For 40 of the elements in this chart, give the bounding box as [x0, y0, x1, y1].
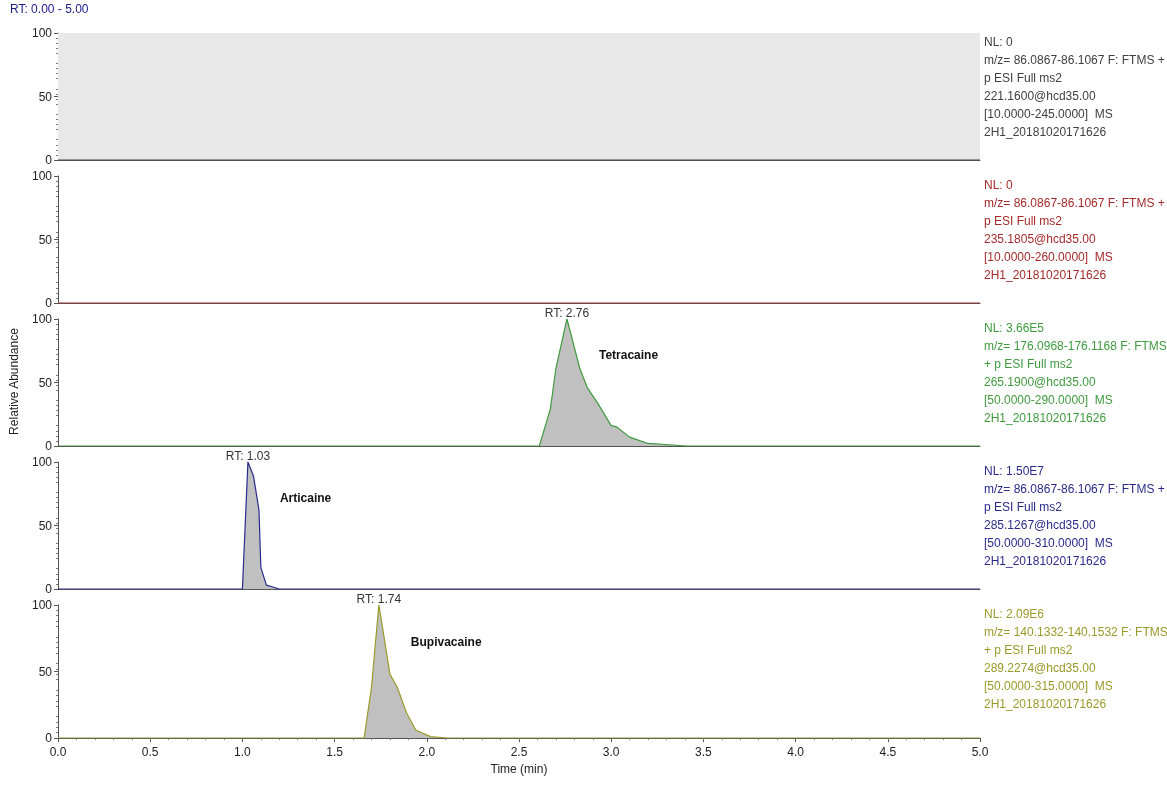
y-tick-label: 50: [38, 375, 53, 390]
x-tick-label: 1.5: [326, 745, 344, 759]
x-tick-label: 3.5: [695, 745, 713, 759]
annotation: Bupivacaine: [410, 635, 482, 650]
y-tick-label: 50: [38, 518, 53, 533]
text: NL: 0 m/z= 86.0867-86.1067 F: FTMS + p ESI Full ms2 235.1805@hcd35.00 [10.0000-260.0000] MS 2H1_20181020171626: [984, 178, 1165, 282]
text: NL: 3.66E5 m/z= 176.0968-176.1168 F: FTMS + p ESI Full ms2 265.1900@hcd35.00 [50.0000-290.0000] MS 2H1_20181020171626: [984, 321, 1167, 425]
y-tick-label: 100: [31, 455, 53, 469]
x-tick-label: 2.0: [418, 745, 436, 759]
text: NL: 0 m/z= 86.0867-86.1067 F: FTMS + p ESI Full ms2 221.1600@hcd35.00 [10.0000-245.0000] MS 2H1_20181020171626: [984, 35, 1165, 139]
y-tick-label: 50: [38, 89, 53, 104]
annotation: RT: 1.03: [225, 449, 271, 463]
x-tick-label: 4.0: [787, 745, 805, 759]
y-tick-label: 0: [45, 439, 53, 453]
y-tick-label: 100: [31, 598, 53, 612]
chart-title: RT: 0.00 - 5.00: [10, 2, 89, 16]
annotation: RT: 1.74: [356, 592, 402, 606]
y-tick-label: 100: [31, 26, 53, 40]
x-tick-label: 1.0: [234, 745, 252, 759]
x-tick-label: 5.0: [971, 745, 989, 759]
y-tick-label: 0: [45, 296, 53, 310]
y-tick-label: 0: [45, 731, 53, 745]
x-tick-label: 0.5: [141, 745, 159, 759]
y-tick-label: 50: [38, 232, 53, 247]
x-tick-label: 0.0: [49, 745, 67, 759]
annotation: Articaine: [279, 490, 332, 505]
y-tick-label: 0: [45, 582, 53, 596]
x-tick-label: 4.5: [879, 745, 897, 759]
y-tick-label: 100: [31, 312, 53, 326]
text: NL: 2.09E6 m/z= 140.1332-140.1532 F: FTMS + p ESI Full ms2 289.2274@hcd35.00 [50.0000-315.0000] MS 2H1_20181020171626: [984, 607, 1167, 711]
x-tick-label: 3.0: [602, 745, 620, 759]
y-tick-label: 0: [45, 153, 53, 167]
y-axis-title: Relative Abundance: [7, 327, 21, 435]
x-axis-title: Time (min): [490, 761, 548, 776]
text: NL: 1.50E7 m/z= 86.0867-86.1067 F: FTMS + p ESI Full ms2 285.1267@hcd35.00 [50.0000-310.0000] MS 2H1_20181020171626: [984, 464, 1165, 568]
y-tick-label: 50: [38, 664, 53, 679]
y-tick-label: 100: [31, 169, 53, 183]
annotation: RT: 2.76: [544, 306, 590, 320]
annotation: Tetracaine: [598, 347, 659, 362]
x-tick-label: 2.5: [510, 745, 528, 759]
